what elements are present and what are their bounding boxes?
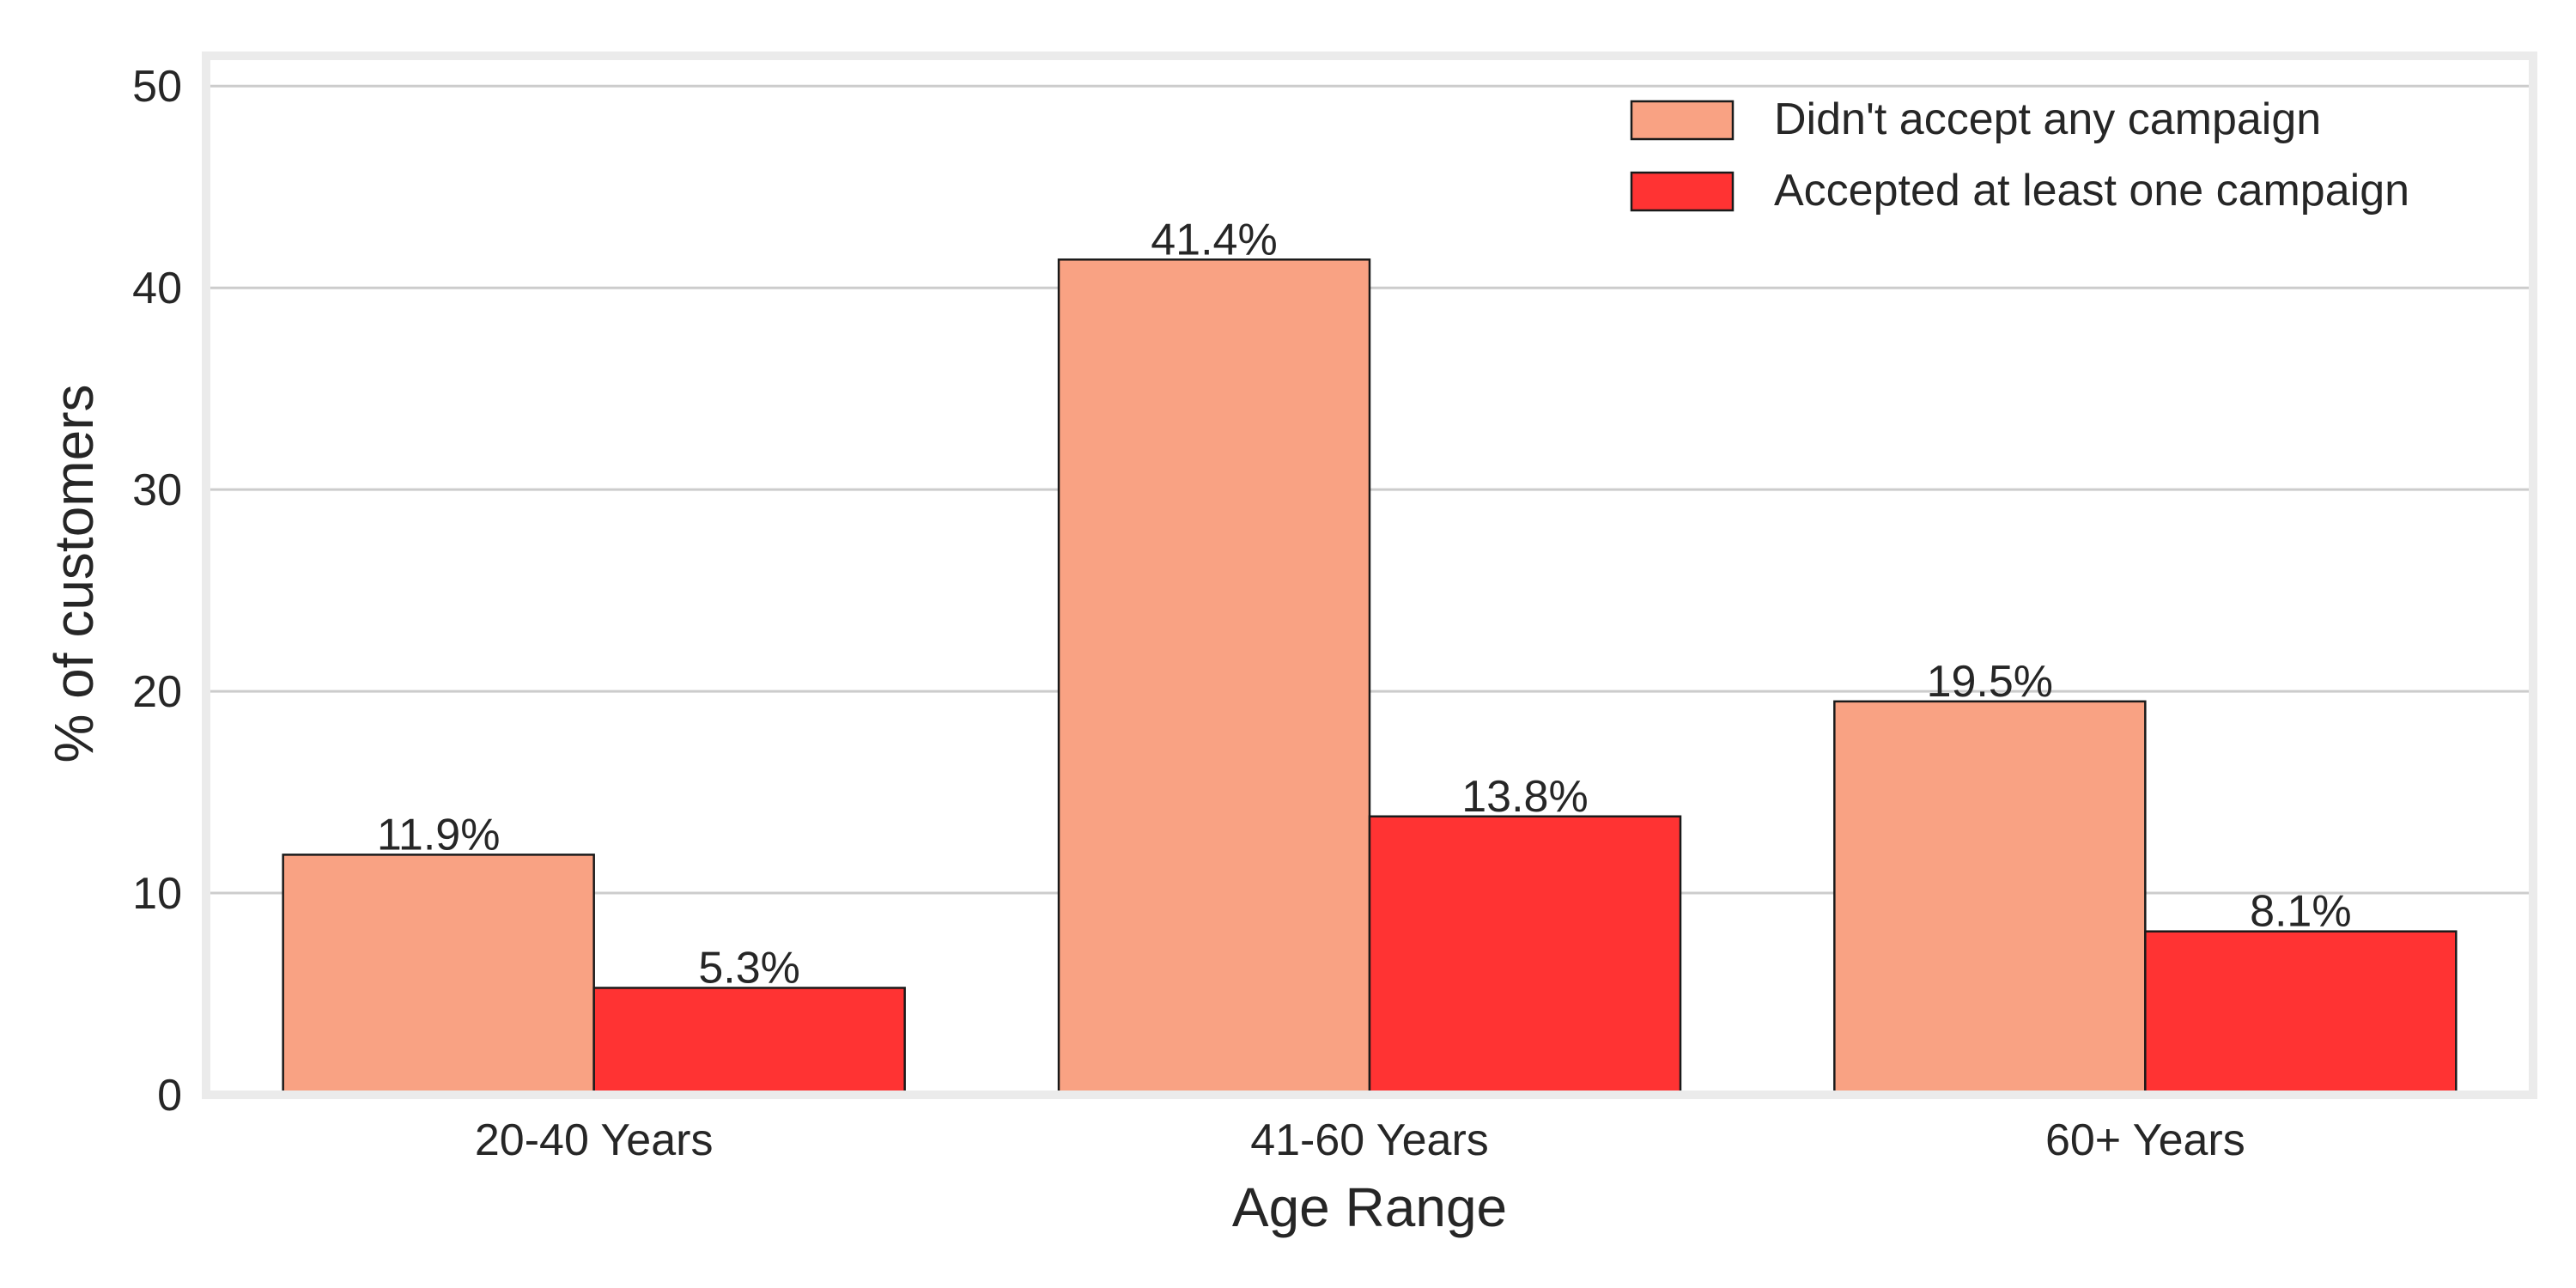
y-tick-label: 50 bbox=[132, 62, 182, 112]
y-tick-label: 30 bbox=[132, 465, 182, 515]
plot-frame bbox=[202, 52, 2537, 1099]
bar bbox=[1057, 258, 1371, 1097]
bar bbox=[592, 987, 906, 1097]
legend-label: Accepted at least one campaign bbox=[1774, 166, 2409, 216]
bar bbox=[1368, 815, 1682, 1097]
y-tick-label: 0 bbox=[157, 1071, 182, 1121]
legend-label: Didn't accept any campaign bbox=[1774, 94, 2321, 144]
y-axis-title: % of customers bbox=[43, 384, 105, 762]
data-labels: 11.9% 5.3% 41.4% 13.8% 19.5% 8.1% bbox=[377, 215, 2352, 993]
bar bbox=[2144, 930, 2458, 1097]
data-label: 41.4% bbox=[1151, 215, 1277, 264]
data-label: 13.8% bbox=[1461, 772, 1588, 822]
legend-swatch bbox=[1630, 100, 1735, 141]
y-tick-label: 10 bbox=[132, 869, 182, 919]
data-label: 5.3% bbox=[698, 943, 800, 993]
legend: Didn't accept any campaign Accepted at le… bbox=[1630, 94, 2409, 216]
x-tick-label: 60+ Years bbox=[2045, 1115, 2245, 1165]
y-axis-ticks: 0 10 20 30 40 50 bbox=[132, 62, 182, 1121]
x-axis-ticks: 20-40 Years 41-60 Years 60+ Years bbox=[475, 1115, 2245, 1165]
legend-swatch bbox=[1630, 171, 1735, 212]
bar bbox=[1833, 700, 2147, 1097]
data-label: 19.5% bbox=[1927, 657, 2053, 707]
x-tick-label: 41-60 Years bbox=[1250, 1115, 1489, 1165]
bars bbox=[282, 258, 2458, 1097]
bar bbox=[282, 854, 595, 1097]
data-label: 11.9% bbox=[377, 810, 501, 860]
x-axis-title: Age Range bbox=[1232, 1176, 1507, 1238]
y-tick-label: 20 bbox=[132, 667, 182, 717]
data-label: 8.1% bbox=[2250, 887, 2352, 937]
y-tick-label: 40 bbox=[132, 264, 182, 313]
x-tick-label: 20-40 Years bbox=[475, 1115, 714, 1165]
